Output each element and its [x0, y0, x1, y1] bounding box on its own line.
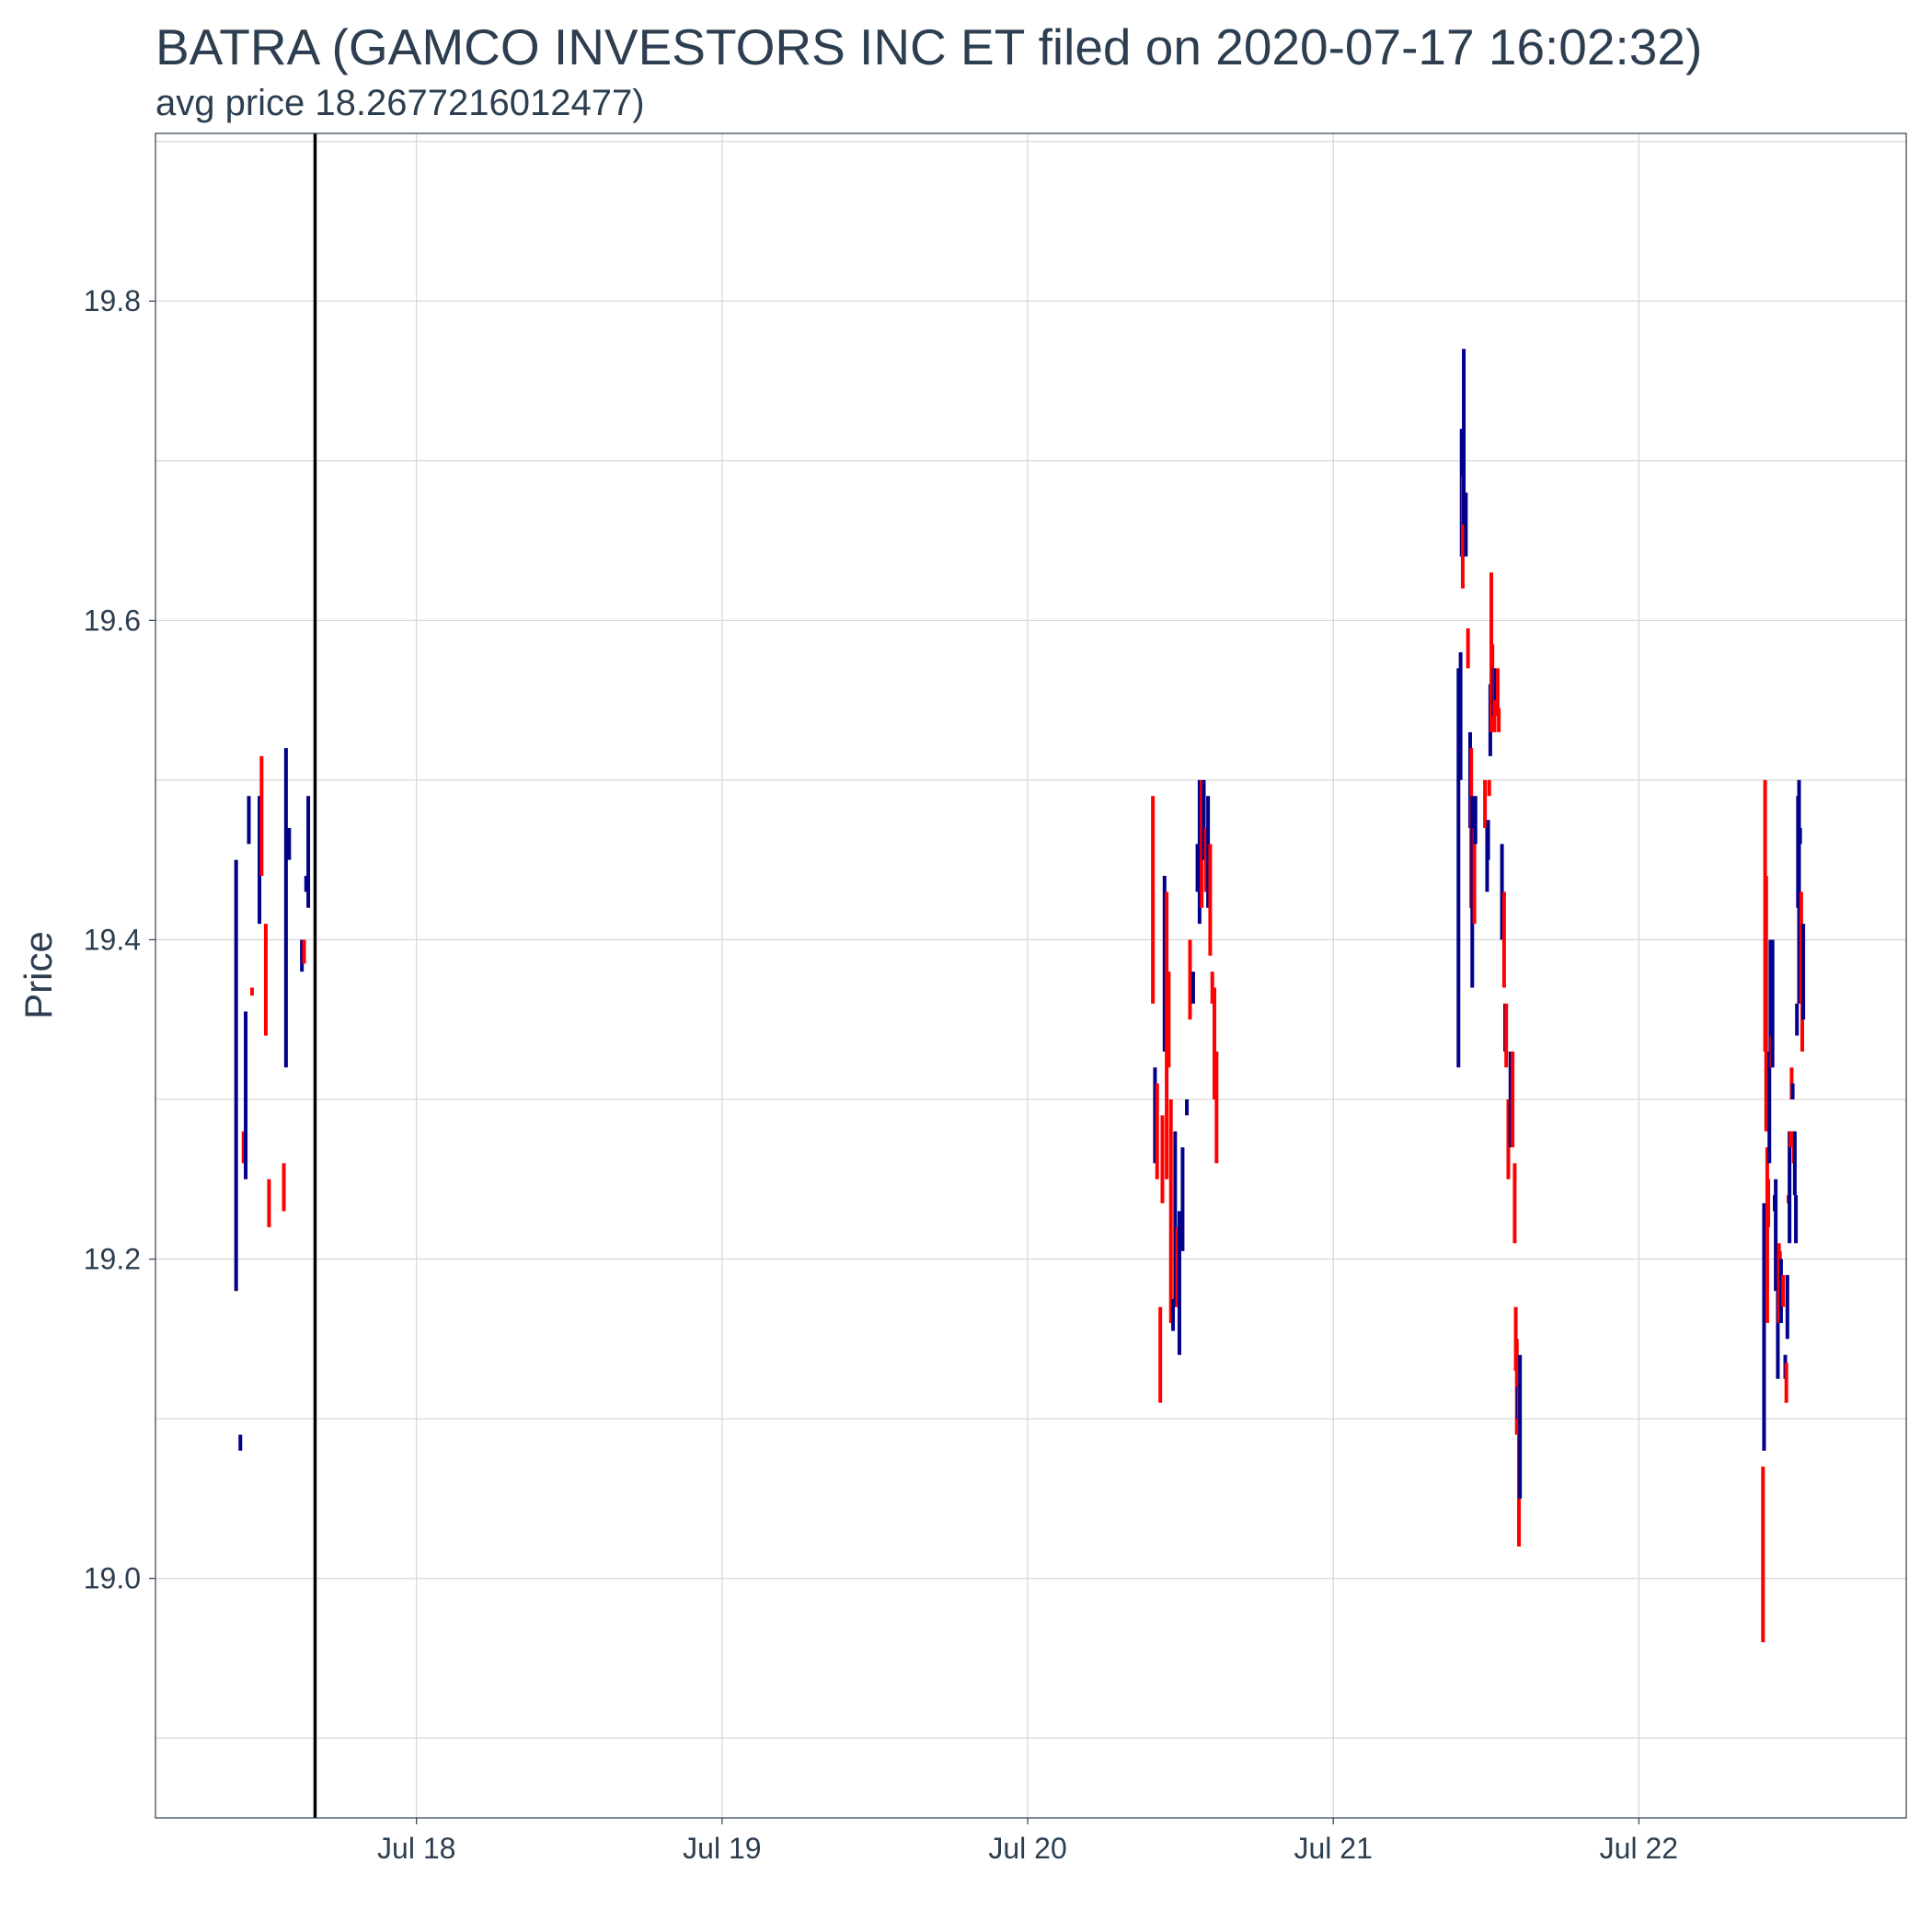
x-tick-label: Jul 18: [377, 1832, 455, 1865]
y-tick-label: 19.2: [84, 1243, 141, 1276]
x-tick-label: Jul 21: [1294, 1832, 1373, 1865]
y-tick-label: 19.8: [84, 284, 141, 317]
price-marks: [234, 133, 1806, 1818]
y-tick-label: 19.4: [84, 923, 141, 956]
chart-title: BATRA (GAMCO INVESTORS INC ET filed on 2…: [155, 18, 1703, 75]
chart-subtitle: avg price 18.2677216012477): [155, 83, 645, 123]
y-axis-title: Price: [17, 931, 60, 1019]
y-tick-label: 19.6: [84, 604, 141, 637]
x-tick-label: Jul 22: [1600, 1832, 1678, 1865]
plot-frame: [155, 132, 1907, 1819]
x-tick-label: Jul 19: [683, 1832, 761, 1865]
x-tick-label: Jul 20: [988, 1832, 1066, 1865]
y-tick-label: 19.0: [84, 1562, 141, 1595]
x-axis: Jul 18 Jul 19 Jul 20 Jul 21 Jul 22: [377, 1818, 1678, 1865]
grid: [155, 133, 1906, 1818]
y-axis: 19.0 19.2 19.4 19.6 19.8: [84, 284, 155, 1595]
